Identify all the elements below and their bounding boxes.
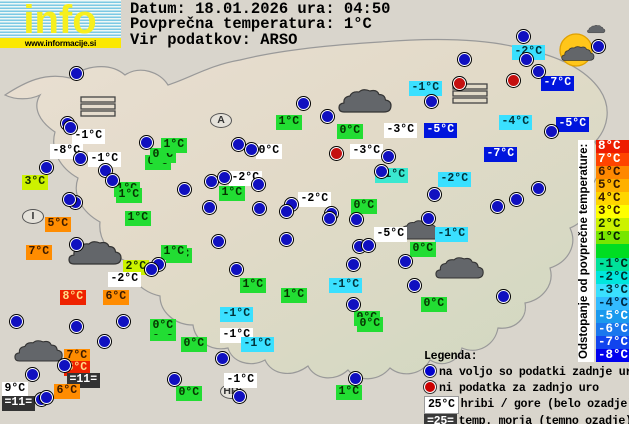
svg-text:info: info bbox=[23, 0, 96, 38]
